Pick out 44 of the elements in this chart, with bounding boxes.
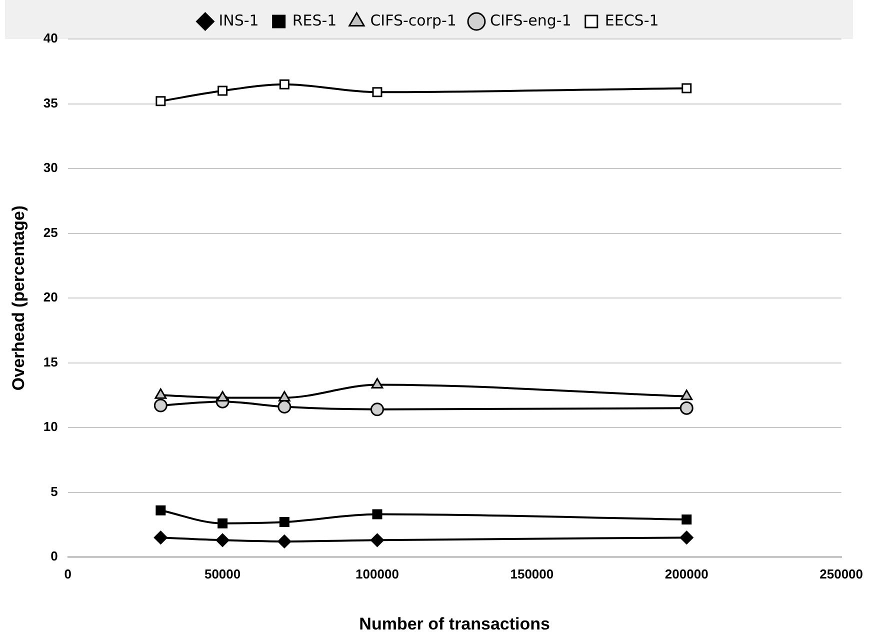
point (370, 402, 384, 416)
point (682, 83, 692, 94)
y-axis-title: Overhead (percentage) (8, 205, 28, 391)
point (156, 96, 166, 106)
y-tick-label: 25 (43, 224, 58, 240)
y-tick-label: 35 (43, 95, 58, 110)
point (680, 530, 694, 544)
point (156, 505, 166, 516)
legend-label: CIFS-eng-1 (490, 11, 572, 30)
y-tick-label: 10 (43, 419, 58, 434)
x-tick-label: 150000 (510, 566, 554, 582)
y-tick-label: 0 (50, 548, 58, 564)
point (680, 390, 693, 400)
x-tick-label: 200000 (664, 566, 708, 582)
point (372, 509, 382, 520)
point (278, 400, 292, 414)
point (278, 534, 292, 548)
point (372, 87, 382, 98)
point (218, 518, 228, 528)
y-tick-label: 15 (43, 354, 58, 370)
point (680, 401, 694, 415)
point (154, 388, 167, 399)
point (682, 514, 692, 524)
legend-label: EECS-1 (604, 11, 659, 30)
x-tick-label: 100000 (356, 566, 399, 582)
point (218, 86, 228, 96)
y-tick-label: 5 (50, 484, 58, 499)
point (370, 533, 384, 547)
point (154, 530, 168, 544)
point (371, 378, 384, 389)
legend-label: INS-1 (218, 11, 259, 30)
point (154, 398, 168, 412)
y-tick-label: 40 (43, 30, 58, 46)
x-axis-title: Number of transactions (359, 614, 550, 634)
point (279, 79, 290, 90)
x-tick-label: 0 (64, 566, 72, 582)
y-tick-label: 20 (43, 290, 58, 305)
x-tick-label: 250000 (820, 566, 864, 582)
legend-label: RES-1 (292, 11, 337, 30)
legend-label: CIFS-corp-1 (370, 11, 456, 30)
point (216, 533, 230, 547)
y-tick-label: 30 (43, 160, 58, 176)
x-tick-label: 50000 (204, 566, 241, 582)
point (279, 517, 290, 528)
